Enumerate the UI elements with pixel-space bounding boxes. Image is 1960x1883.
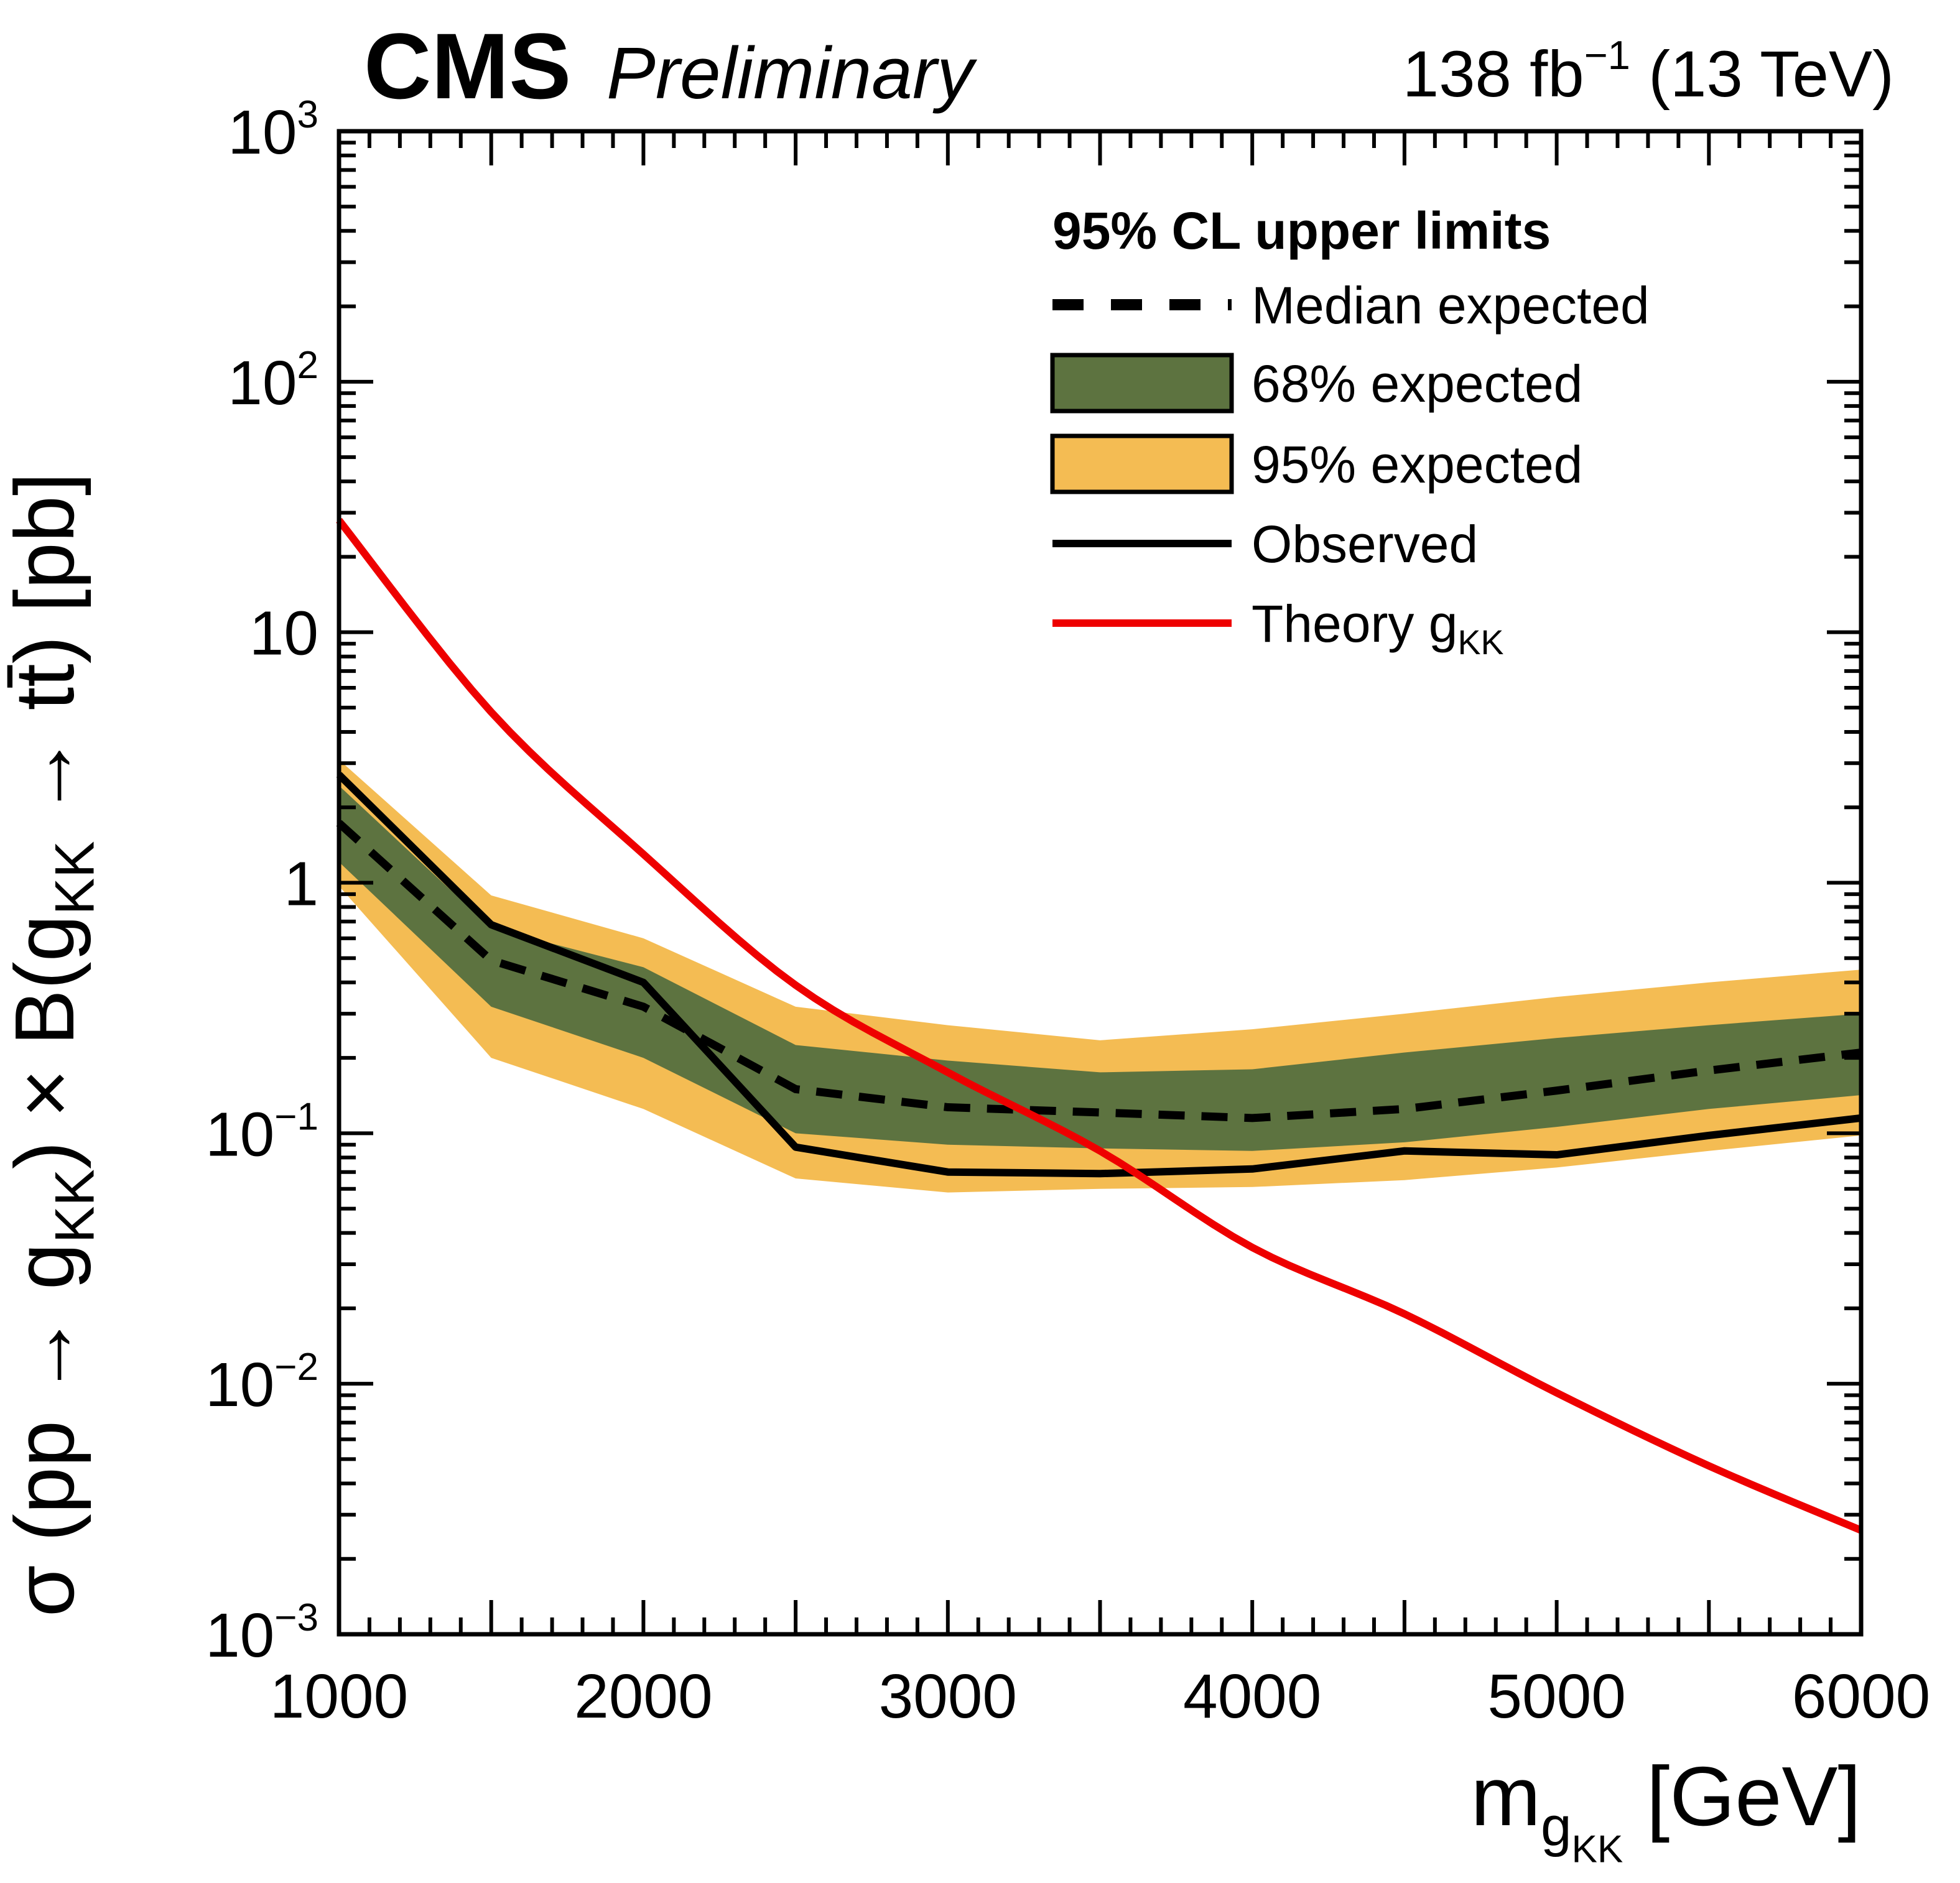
- x-tick-label: 3000: [879, 1662, 1017, 1731]
- luminosity-label: 138 fb−1 (13 TeV): [1403, 32, 1894, 111]
- legend-item-label: Median expected: [1252, 276, 1650, 335]
- y-tick-label: 10−2: [205, 1346, 318, 1420]
- legend-header: 95% CL upper limits: [1052, 201, 1551, 260]
- legend-item-label: Observed: [1252, 515, 1478, 573]
- x-axis-title: mgKK [GeV]: [1470, 1749, 1861, 1871]
- ticks-layer: [337, 129, 1863, 1636]
- x-tick-label: 5000: [1487, 1662, 1625, 1731]
- legend-item-label: 68% expected: [1252, 354, 1582, 413]
- cms-label: CMS: [364, 14, 571, 118]
- x-tick-label: 1000: [270, 1662, 408, 1731]
- band-68-expected: [339, 785, 1861, 1151]
- lines-layer: [336, 517, 1863, 1534]
- y-axis-title: σ (pp → gKK) × B(gKK → tt̄) [pb]: [0, 473, 105, 1617]
- y-tick-label: 10−3: [205, 1596, 318, 1670]
- y-tick-label: 10−1: [205, 1095, 318, 1169]
- y-tick-label: 103: [228, 93, 318, 167]
- theory-line: [336, 517, 1863, 1534]
- bands-layer: [339, 759, 1861, 1193]
- legend: 95% CL upper limits Median expected 68% ex…: [1050, 201, 1650, 662]
- x-tick-label: 4000: [1183, 1662, 1321, 1731]
- x-tick-label: 6000: [1792, 1662, 1930, 1731]
- legend-item-label: 95% expected: [1252, 435, 1582, 494]
- legend-item-label: Theory gKK: [1252, 595, 1503, 662]
- y-tick-label: 102: [228, 344, 318, 418]
- labels-layer: CMS Preliminary 138 fb−1 (13 TeV) 1000 20…: [0, 14, 1930, 1871]
- x-tick-label: 2000: [574, 1662, 712, 1731]
- median-expected-line: [336, 820, 1862, 1122]
- legend-swatch-yellow-band: [1050, 433, 1234, 494]
- y-tick-label: 10: [249, 599, 318, 669]
- preliminary-label: Preliminary: [606, 32, 977, 114]
- legend-swatch-green-band: [1050, 353, 1234, 414]
- observed-line: [336, 772, 1862, 1178]
- y-tick-label: 1: [284, 849, 318, 919]
